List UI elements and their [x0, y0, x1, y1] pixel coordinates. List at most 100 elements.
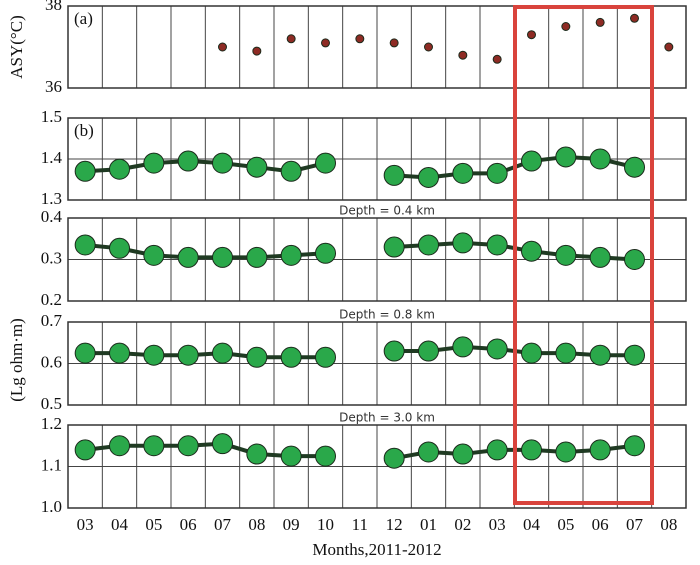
- y-tick-label: 0.6: [41, 352, 62, 371]
- marker: [143, 435, 165, 457]
- marker: [246, 246, 268, 268]
- dot: [664, 42, 674, 52]
- panel-title: Depth = 0.8 km: [339, 308, 435, 322]
- marker: [143, 344, 165, 366]
- y-axis-label: (Lg ohm·m): [7, 318, 26, 402]
- x-tick-label: 08: [248, 515, 265, 534]
- y-tick-label: 1.4: [41, 148, 63, 167]
- marker: [452, 336, 474, 358]
- x-tick-label: 04: [523, 515, 541, 534]
- panel-label: (b): [74, 121, 94, 140]
- x-tick-label: 04: [111, 515, 129, 534]
- x-tick-label: 06: [180, 515, 197, 534]
- marker: [521, 240, 542, 262]
- dot: [561, 22, 571, 31]
- dot: [389, 38, 399, 48]
- x-tick-label: 07: [214, 515, 232, 534]
- marker: [315, 152, 336, 174]
- marker: [383, 164, 405, 186]
- dot: [355, 34, 365, 44]
- x-tick-label: 01: [420, 515, 437, 534]
- highlight-box: [513, 5, 654, 505]
- marker: [452, 443, 474, 465]
- x-tick-label: 06: [592, 515, 609, 534]
- y-tick-label: 1.0: [41, 497, 62, 516]
- dot: [630, 13, 639, 23]
- marker: [109, 237, 130, 259]
- x-tick-label: 11: [352, 515, 368, 534]
- marker: [280, 445, 302, 467]
- y-tick-label: 0.4: [41, 207, 63, 226]
- marker: [212, 246, 233, 268]
- marker: [418, 340, 439, 362]
- dot: [458, 50, 468, 60]
- marker: [521, 150, 542, 172]
- dot: [595, 17, 605, 27]
- x-tick-label: 10: [317, 515, 334, 534]
- marker: [589, 439, 611, 461]
- y-tick-label: 36: [45, 77, 62, 96]
- dot: [286, 34, 296, 44]
- marker: [555, 146, 577, 168]
- marker: [280, 160, 302, 182]
- marker: [280, 244, 302, 266]
- x-tick-label: 05: [145, 515, 162, 534]
- marker: [315, 445, 336, 467]
- marker: [589, 344, 611, 366]
- x-tick-label: 07: [626, 515, 644, 534]
- x-tick-label: 03: [77, 515, 94, 534]
- marker: [383, 447, 405, 469]
- marker: [177, 435, 199, 457]
- y-tick-label: 0.2: [41, 290, 62, 309]
- marker: [212, 342, 233, 364]
- marker: [109, 158, 130, 180]
- x-tick-label: 05: [557, 515, 574, 534]
- marker: [589, 246, 611, 268]
- marker: [624, 249, 645, 270]
- y-tick-label: 1.1: [41, 455, 62, 474]
- plot-frame: [67, 321, 687, 406]
- x-tick-label: 08: [660, 515, 677, 534]
- marker: [315, 346, 336, 368]
- panel-label: (a): [74, 9, 93, 28]
- marker: [212, 152, 233, 174]
- dot: [321, 38, 330, 48]
- marker: [74, 160, 96, 182]
- marker: [246, 443, 268, 465]
- marker: [74, 342, 96, 364]
- y-tick-label: 0.7: [41, 311, 63, 330]
- marker: [418, 441, 439, 463]
- y-tick-label: 0.3: [41, 248, 62, 267]
- plot-frame: [67, 424, 687, 509]
- marker: [418, 234, 439, 256]
- marker: [486, 162, 508, 184]
- dot: [218, 42, 227, 52]
- marker: [555, 244, 577, 266]
- marker: [246, 156, 268, 178]
- marker: [383, 340, 405, 362]
- marker: [452, 232, 474, 254]
- y-tick-label: 1.3: [41, 189, 62, 208]
- marker: [589, 148, 611, 170]
- x-tick-label: 02: [454, 515, 471, 534]
- x-tick-label: 09: [283, 515, 300, 534]
- y-tick-label: 38: [45, 0, 62, 14]
- dot: [252, 46, 262, 56]
- dot: [424, 42, 433, 52]
- dot: [492, 54, 502, 64]
- marker: [280, 346, 302, 368]
- marker: [109, 342, 130, 364]
- marker: [555, 342, 577, 364]
- x-tick-label: 03: [489, 515, 506, 534]
- marker: [143, 152, 165, 174]
- plot-frame: [67, 117, 687, 201]
- marker: [555, 441, 577, 463]
- marker: [418, 166, 439, 188]
- dot: [527, 30, 536, 40]
- marker: [74, 439, 96, 461]
- panel-title: Depth = 3.0 km: [339, 411, 435, 425]
- y-tick-label: 0.5: [41, 394, 62, 413]
- marker: [486, 439, 508, 461]
- y-axis-label: ASY(°C): [7, 15, 26, 78]
